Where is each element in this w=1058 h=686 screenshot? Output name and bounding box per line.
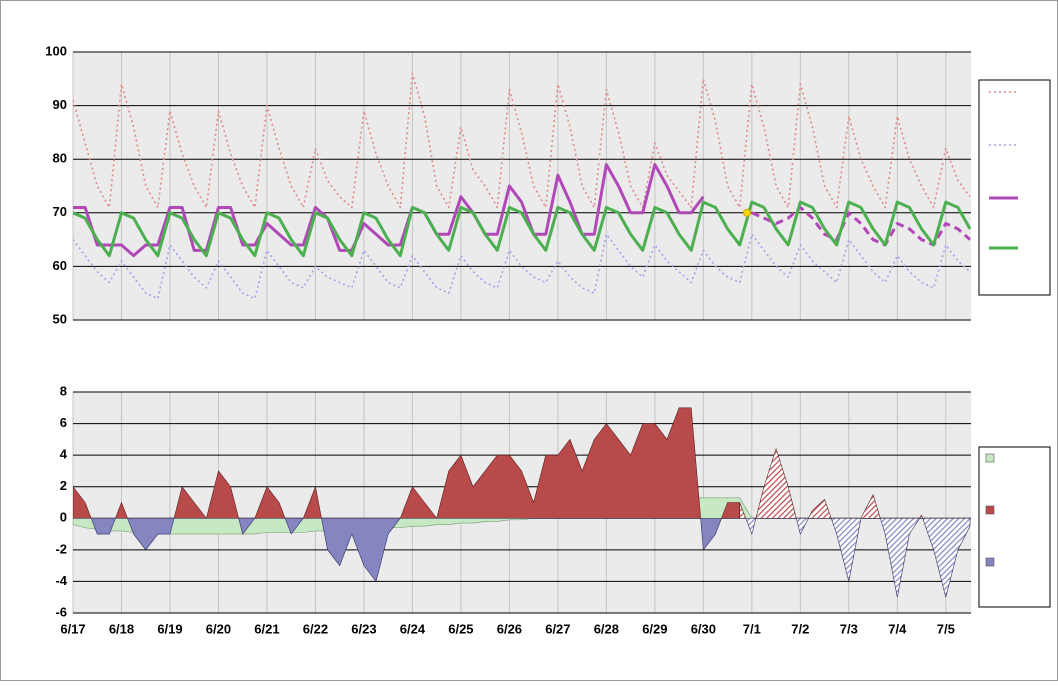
x-tick-label: 6/29 (642, 621, 667, 636)
legend-swatch (985, 453, 995, 463)
x-tick-label: 6/26 (497, 621, 522, 636)
x-tick-label: 7/4 (888, 621, 907, 636)
y-tick-label: -4 (55, 573, 67, 588)
x-tick-label: 6/27 (545, 621, 570, 636)
plot-area (73, 52, 971, 320)
negative-area (739, 518, 971, 598)
y-tick-label: 80 (53, 151, 67, 166)
x-tick-label: 6/21 (254, 621, 279, 636)
negative-area (73, 518, 741, 583)
y-tick-label: 8 (60, 383, 67, 398)
series-group (73, 72, 971, 300)
y-tick-label: 50 (53, 311, 67, 326)
x-tick-label: 6/22 (303, 621, 328, 636)
legend-box (978, 446, 1051, 608)
x-tick-label: 7/5 (937, 621, 955, 636)
y-tick-label: 0 (60, 510, 67, 525)
x-tick-label: 6/17 (60, 621, 85, 636)
y-tick-label: 2 (60, 478, 67, 493)
series-line (73, 163, 705, 258)
y-tick-label: 70 (53, 204, 67, 219)
y-tick-label: -2 (55, 541, 67, 556)
legend-box (978, 79, 1051, 296)
y-tick-label: 60 (53, 258, 67, 273)
x-tick-label: 6/20 (206, 621, 231, 636)
series-line (73, 233, 971, 300)
y-tick-label: 6 (60, 415, 67, 430)
legend-swatch (985, 505, 995, 515)
positive-area (739, 447, 971, 519)
x-tick-label: 6/24 (400, 621, 426, 636)
x-tick-label: 7/2 (791, 621, 809, 636)
x-tick-label: 6/28 (594, 621, 619, 636)
y-tick-label: 100 (45, 43, 67, 58)
legend-swatch (985, 557, 995, 567)
y-tick-label: 90 (53, 97, 67, 112)
x-tick-label: 6/25 (448, 621, 473, 636)
series-group (73, 407, 971, 598)
x-tick-label: 7/3 (840, 621, 858, 636)
series-line (73, 72, 971, 209)
x-tick-label: 6/23 (351, 621, 376, 636)
current-marker (742, 208, 751, 217)
x-tick-label: 6/19 (157, 621, 182, 636)
x-tick-label: 6/30 (691, 621, 716, 636)
x-tick-label: 7/1 (743, 621, 761, 636)
series-line (73, 200, 971, 258)
positive-area (73, 407, 741, 519)
y-tick-label: 4 (60, 447, 68, 462)
x-tick-label: 6/18 (109, 621, 134, 636)
y-tick-label: -6 (55, 604, 67, 619)
